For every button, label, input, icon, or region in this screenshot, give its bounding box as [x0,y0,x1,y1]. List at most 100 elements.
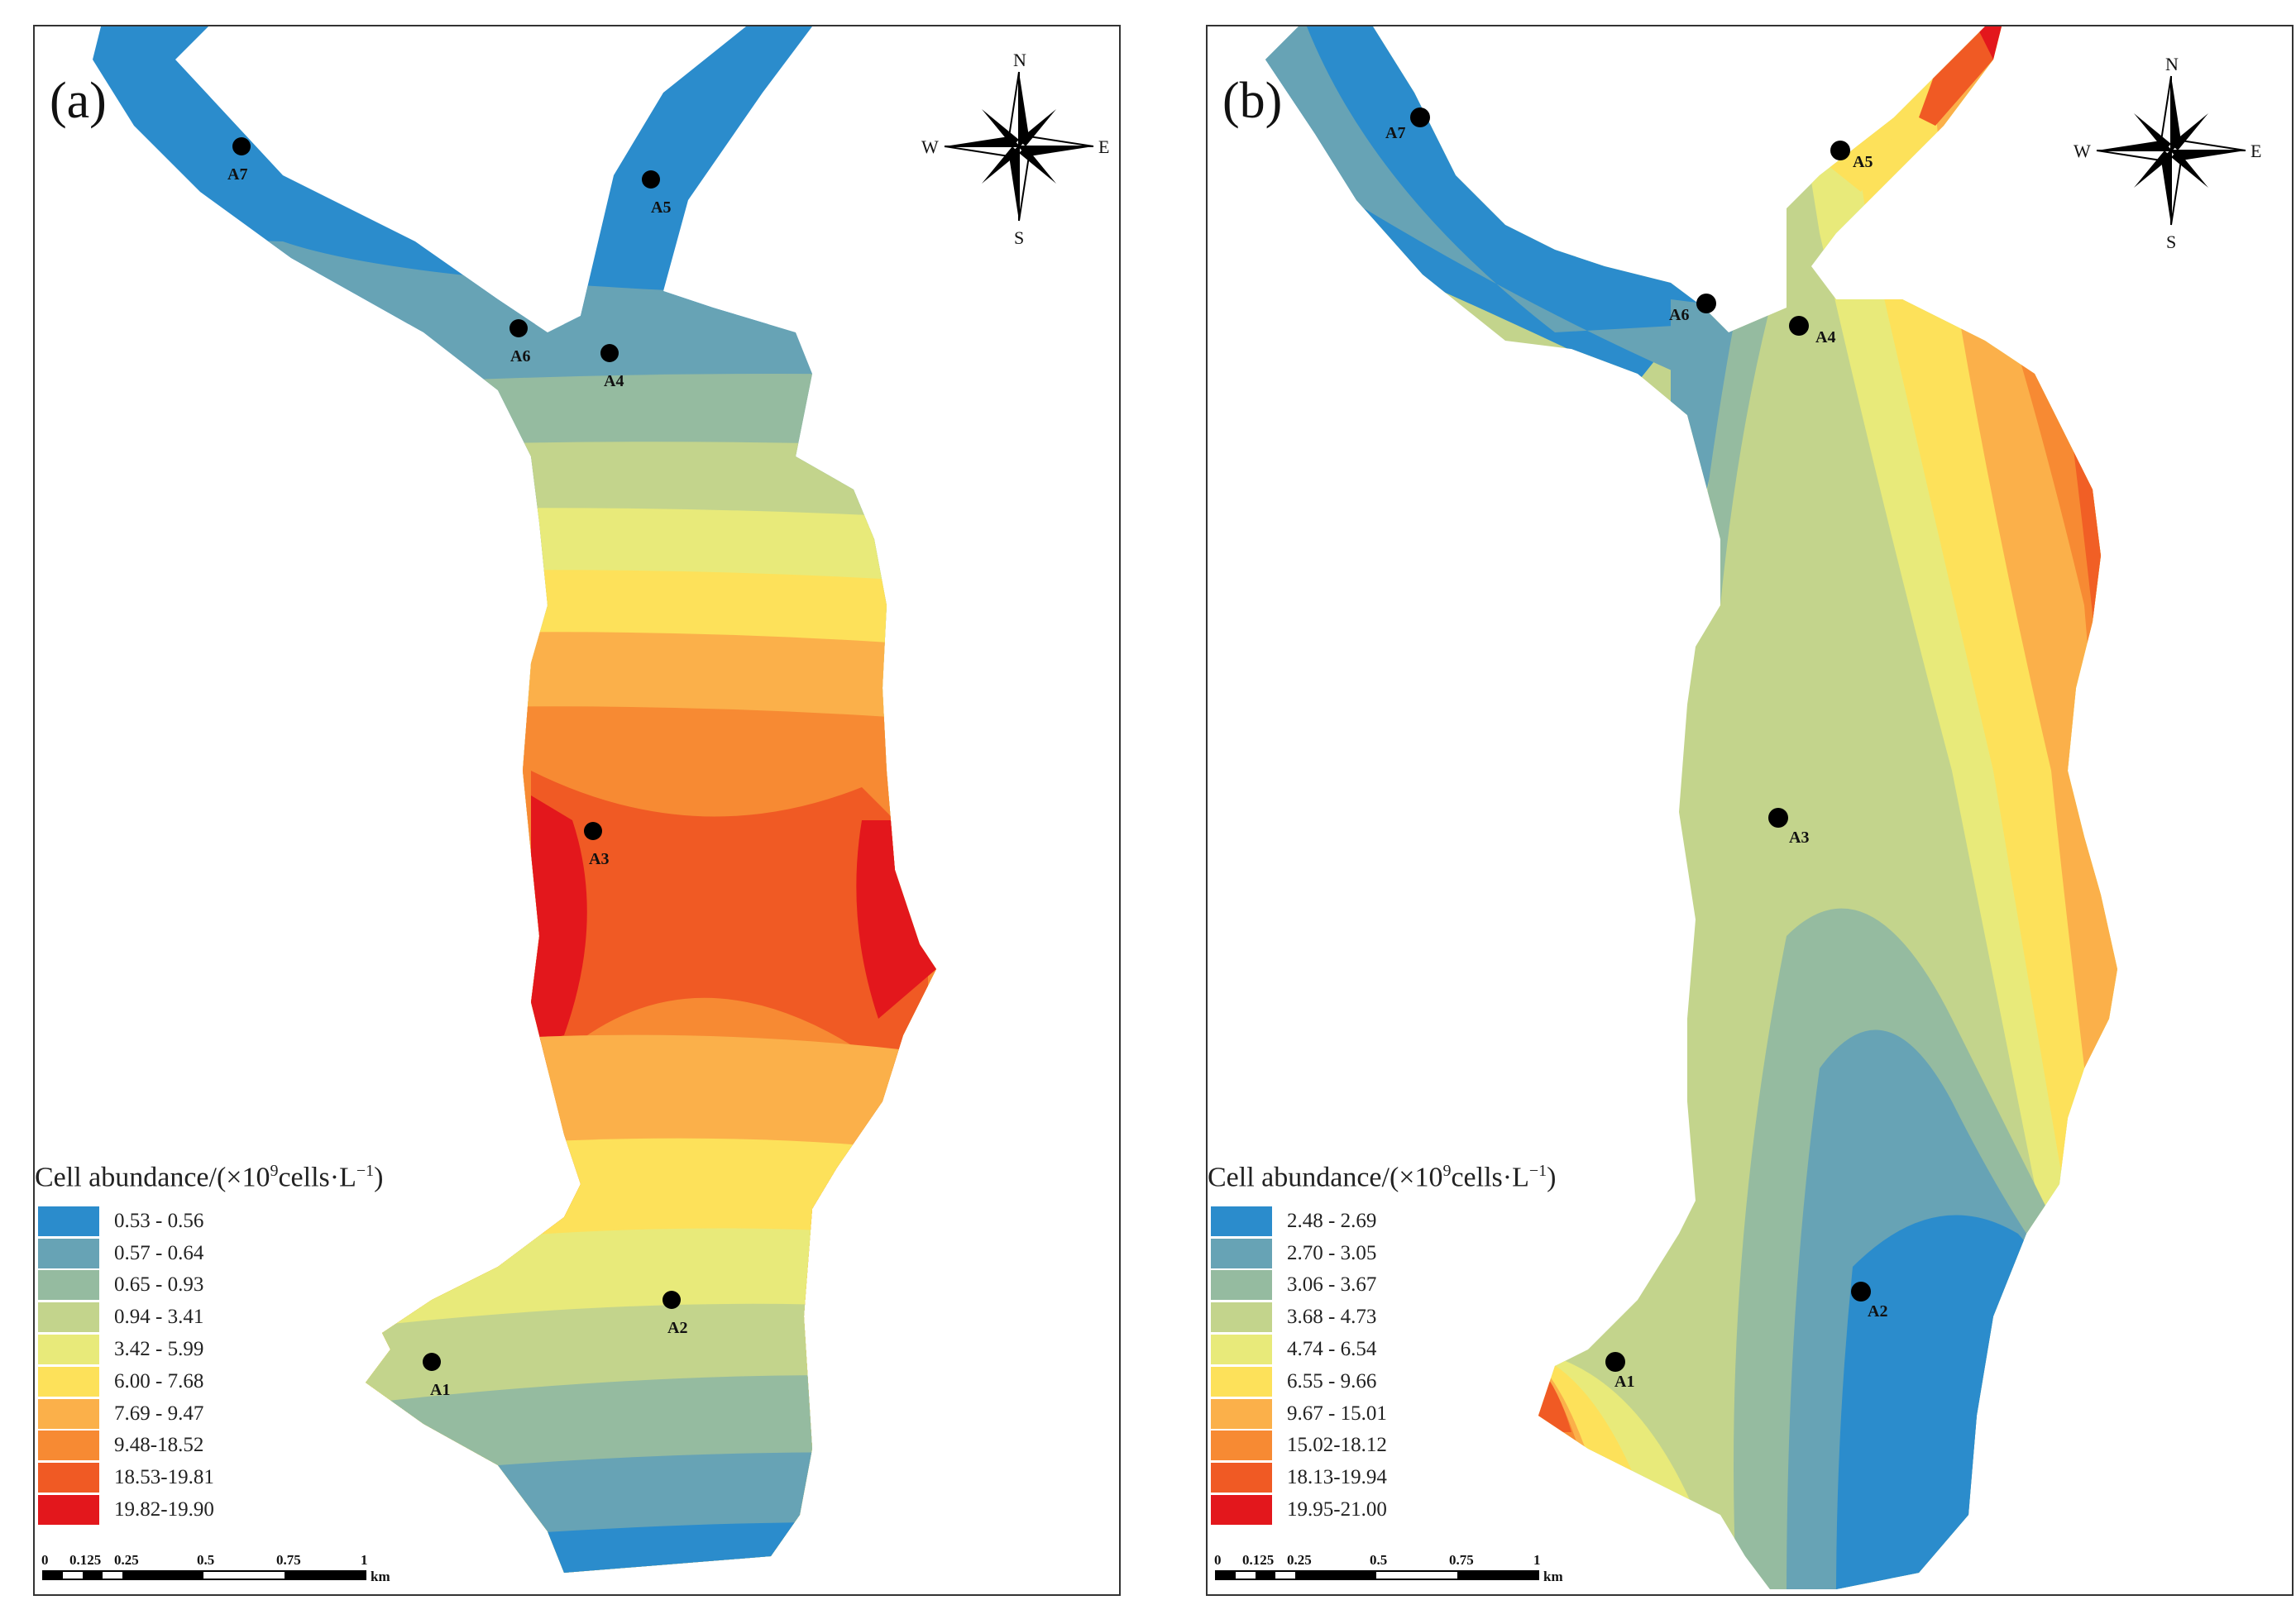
legend-range-label: 3.42 - 5.99 [114,1337,204,1360]
legend-range-label: 6.00 - 7.68 [114,1369,204,1392]
legend-item: 18.13-19.94 [1211,1462,1638,1494]
legend-item: 19.82-19.90 [38,1494,465,1526]
legend-a: Cell abundance/(×109cells·L−1) 0.53 - 0.… [35,1162,465,1526]
legend-item: 4.74 - 6.54 [1211,1334,1638,1366]
legend-swatch [38,1463,99,1493]
legend-swatch [1211,1238,1272,1268]
site-b4-marker [1789,316,1809,336]
legend-item: 0.57 - 0.64 [38,1237,465,1269]
legend-swatch [38,1334,99,1364]
legend-item: 0.94 - 3.41 [38,1302,465,1334]
site-b5-label: A5 [1853,153,1873,171]
site-a4-label: A4 [604,372,624,390]
site-b6-label: A6 [1669,306,1689,324]
legend-item: 9.48-18.52 [38,1430,465,1462]
compass-east-label: E [1098,136,1109,157]
scale-bar: 0 0.125 0.25 0.5 0.75 1 km [41,1552,390,1584]
legend-range-label: 0.53 - 0.56 [114,1209,204,1232]
compass-west-label: W [921,136,939,157]
scale-tick-1: 0.125 [69,1552,101,1568]
panel-b-label: (b) [1222,73,1283,129]
legend-swatch [38,1238,99,1268]
legend-item: 18.53-19.81 [38,1462,465,1494]
legend-swatch [38,1398,99,1429]
legend-swatch [38,1366,99,1397]
site-a7-label: A7 [227,165,247,184]
site-b2-label: A2 [1868,1302,1887,1321]
site-b4-label: A4 [1815,328,1835,346]
legend-range-label: 18.53-19.81 [114,1466,214,1489]
legend-item: 9.67 - 15.01 [1211,1397,1638,1430]
legend-swatch [38,1206,99,1236]
compass-rose-icon: N S E W [2074,54,2261,252]
legend-range-label: 3.06 - 3.67 [1287,1273,1377,1297]
legend-range-label: 19.95-21.00 [1287,1497,1387,1521]
scale-unit: km [1543,1569,1563,1584]
legend-swatch [1211,1270,1272,1301]
legend-swatch [38,1431,99,1461]
legend-item: 3.42 - 5.99 [38,1334,465,1366]
scale-tick-4: 0.75 [276,1552,301,1568]
legend-item: 2.70 - 3.05 [1211,1237,1638,1269]
legend-range-label: 2.70 - 3.05 [1287,1241,1377,1264]
legend-range-label: 3.68 - 4.73 [1287,1306,1377,1329]
legend-range-label: 4.74 - 6.54 [1287,1337,1377,1360]
legend-range-label: 6.55 - 9.66 [1287,1369,1377,1392]
legend-swatch [1211,1334,1272,1364]
legend-swatch [1211,1463,1272,1493]
compass-south-label: S [1014,227,1024,248]
legend-swatch [1211,1494,1272,1525]
legend-a-title: Cell abundance/(×109cells·L−1) [35,1162,384,1193]
scale-tick-4: 0.75 [1449,1552,1474,1568]
scale-unit: km [371,1569,390,1584]
scale-tick-2: 0.25 [114,1552,139,1568]
scale-tick-0: 0 [41,1552,49,1568]
site-b6-marker [1696,294,1716,313]
legend-range-label: 18.13-19.94 [1287,1466,1387,1489]
site-a2-label: A2 [667,1319,687,1337]
site-a4-marker [600,344,619,362]
legend-item: 6.55 - 9.66 [1211,1365,1638,1397]
site-b1-label: A1 [1614,1373,1634,1391]
legend-b-title: Cell abundance/(×109cells·L−1) [1208,1162,1557,1193]
compass-east-label: E [2251,141,2261,161]
sampling-sites-b: A7 A5 A6 A4 A3 A2 A1 [1385,107,1887,1391]
compass-south-label: S [2166,232,2176,252]
legend-b: Cell abundance/(×109cells·L−1) 2.48 - 2.… [1208,1162,1638,1526]
legend-range-label: 0.57 - 0.64 [114,1241,204,1264]
legend-swatch [1211,1206,1272,1236]
site-a5-marker [642,170,660,189]
legend-item: 19.95-21.00 [1211,1494,1638,1526]
legend-b-list: 2.48 - 2.69 2.70 - 3.05 3.06 - 3.67 3.68 - … [1211,1205,1638,1526]
legend-item: 0.65 - 0.93 [38,1269,465,1302]
map-a-svg: A7 A5 A6 A4 A3 A2 A1 [41,26,1109,1584]
legend-range-label: 7.69 - 9.47 [114,1402,204,1425]
sampling-sites-a: A7 A5 A6 A4 A3 A2 A1 [227,137,687,1399]
site-b7-label: A7 [1385,124,1405,142]
legend-range-label: 0.65 - 0.93 [114,1273,204,1297]
site-a3-marker [584,822,602,840]
site-a1-label: A1 [430,1381,450,1399]
legend-range-label: 2.48 - 2.69 [1287,1209,1377,1232]
scale-tick-3: 0.5 [197,1552,214,1568]
legend-range-label: 15.02-18.12 [1287,1434,1387,1457]
legend-swatch [38,1270,99,1301]
site-a7-marker [232,137,251,155]
panel-a-label: (a) [50,73,107,129]
scale-tick-5: 1 [361,1552,368,1568]
legend-swatch [1211,1302,1272,1333]
legend-range-label: 19.82-19.90 [114,1497,214,1521]
site-a2-marker [662,1291,681,1309]
site-a3-label: A3 [589,850,609,868]
legend-a-list: 0.53 - 0.56 0.57 - 0.64 0.65 - 0.93 0.94 - … [38,1205,465,1526]
legend-swatch [1211,1366,1272,1397]
scale-tick-1: 0.125 [1242,1552,1274,1568]
site-a1-marker [423,1353,441,1371]
legend-item: 7.69 - 9.47 [38,1397,465,1430]
site-b3-label: A3 [1789,829,1809,847]
legend-swatch [38,1302,99,1333]
legend-swatch [1211,1431,1272,1461]
legend-item: 6.00 - 7.68 [38,1365,465,1397]
site-b7-marker [1410,107,1430,127]
scale-tick-0: 0 [1214,1552,1222,1568]
